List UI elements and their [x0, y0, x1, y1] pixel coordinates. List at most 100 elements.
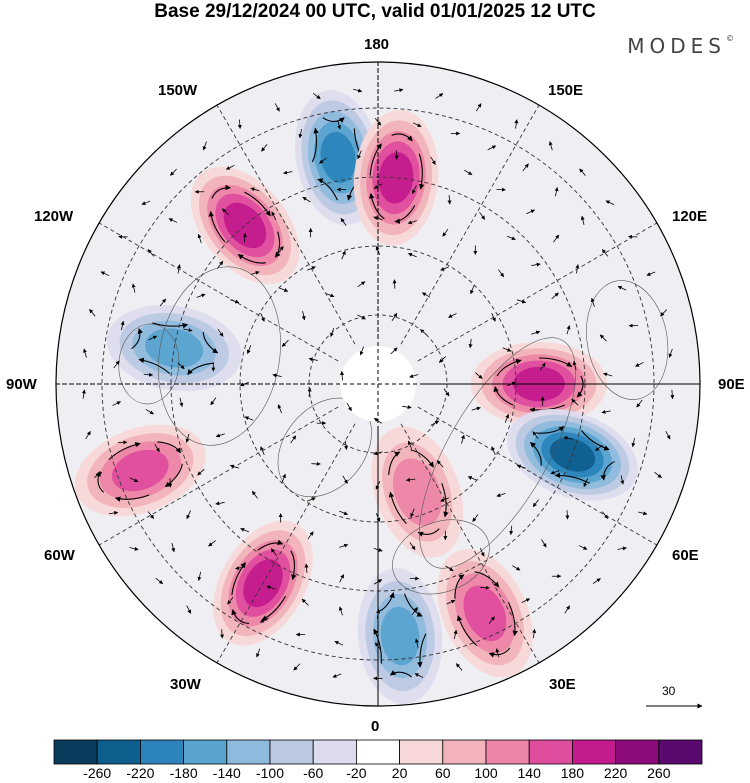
wind-arrow: [307, 387, 312, 397]
colorbar-swatch: [139, 739, 184, 765]
wind-arrow: [256, 648, 261, 658]
wind-arrow: [479, 547, 485, 557]
wind-arrow: [394, 88, 404, 93]
wind-arrow: [346, 402, 352, 412]
wind-arrow: [512, 565, 521, 571]
wind-arrow: [435, 93, 444, 99]
wind-arrow: [453, 629, 458, 640]
wind-arrow: [532, 499, 539, 508]
colorbar-swatch: [572, 739, 617, 765]
colorbar-tick-label: -100: [255, 765, 285, 781]
wind-arrow: [271, 211, 277, 221]
wind-arrow: [270, 548, 277, 557]
wind-arrow: [447, 195, 452, 205]
wind-arrow: [412, 122, 422, 128]
colorbar-swatch: [312, 739, 357, 765]
wind-arrow: [571, 398, 579, 406]
wind-arrow: [487, 145, 497, 151]
wind-arrow: [301, 310, 306, 321]
graticule: [56, 62, 700, 706]
wind-arrow: [112, 401, 121, 406]
bering-ridge-circulation: [368, 133, 425, 224]
wind-arrow: [668, 348, 673, 358]
wind-arrow: [550, 470, 560, 475]
colorbar-tick-label: -220: [126, 765, 155, 781]
wind-arrow: [468, 338, 473, 349]
wind-arrow: [479, 211, 486, 220]
wind-arrow: [215, 501, 225, 506]
wind-arrow: [564, 605, 570, 614]
colorbar-swatch: [615, 739, 660, 765]
wind-arrow: [298, 128, 303, 139]
lon-label-120e: 120E: [672, 208, 708, 225]
wind-arrow: [638, 511, 648, 516]
wind-arrow: [548, 141, 553, 151]
wind-arrow: [620, 475, 625, 485]
wind-arrow: [532, 628, 537, 639]
colorbar-tick-label: -260: [83, 765, 112, 781]
wind-arrow: [514, 119, 519, 129]
wind-arrow: [414, 638, 419, 648]
colorbar-tick-label: 140: [517, 765, 541, 781]
wind-arrow: [502, 347, 512, 352]
wind-arrow: [197, 571, 202, 581]
colorbar-swatch: [442, 739, 487, 765]
map-boundary: [55, 61, 701, 707]
wind-arrow: [332, 673, 342, 678]
wind-arrow: [390, 347, 398, 355]
wind-arrow: [504, 413, 510, 423]
wind-arrow: [470, 285, 475, 295]
wind-arrow: [430, 420, 440, 426]
wind-arrow: [430, 156, 436, 165]
meridian: [216, 104, 356, 345]
colorbar-tick-label: 100: [474, 765, 498, 781]
wind-arrow: [179, 397, 184, 407]
wind-scale-arrow: [646, 703, 703, 709]
canada-trough-circulation: [131, 322, 219, 375]
lon-label-30e: 30E: [549, 676, 576, 693]
wind-arrow: [595, 444, 603, 452]
bering-ridge-anomaly: [353, 109, 439, 246]
wind-arrow: [407, 440, 413, 450]
wind-arrow: [196, 293, 206, 298]
lon-label-60w: 60W: [44, 547, 75, 564]
wind-arrow: [522, 163, 529, 172]
wind-arrow: [455, 663, 463, 671]
colorbar-swatch: [355, 739, 400, 765]
wind-arrow: [168, 218, 178, 223]
wind-arrow: [592, 578, 601, 584]
wind-arrow: [357, 314, 366, 320]
alaska-ridge-circulation: [208, 184, 281, 264]
lon-label-150e: 150E: [548, 82, 584, 99]
wind-arrow: [488, 616, 495, 625]
wind-scale-value: 30: [662, 684, 676, 698]
wind-arrow: [277, 246, 284, 254]
wind-arrow: [603, 372, 613, 377]
wind-arrow: [646, 271, 656, 276]
wind-arrow: [407, 220, 417, 225]
wind-arrow: [170, 168, 177, 176]
wind-arrow: [339, 574, 345, 583]
east-us-ridge-anomaly: [74, 424, 206, 517]
lon-label-150w: 150W: [158, 82, 198, 99]
colorbar-swatch: [528, 739, 573, 765]
wind-arrow: [341, 250, 346, 260]
wind-arrow: [147, 249, 155, 257]
lon-label-30w: 30W: [170, 676, 201, 693]
wind-arrow: [217, 328, 224, 337]
wind-arrow: [394, 150, 399, 160]
wind-arrow: [601, 249, 609, 257]
wind-arrow: [411, 185, 417, 194]
wind-arrow: [202, 141, 207, 151]
wind-arrow: [631, 437, 636, 448]
wind-arrow: [304, 563, 309, 573]
greenland-ridge-circulation: [388, 449, 449, 537]
wind-arrow: [159, 298, 167, 307]
wind-arrow: [244, 416, 254, 421]
wind-arrow: [572, 361, 577, 371]
colorbar-tick-label: -60: [303, 765, 324, 781]
colorbar-swatch: [399, 739, 444, 765]
wind-arrow: [338, 606, 343, 616]
meridian: [400, 423, 540, 664]
